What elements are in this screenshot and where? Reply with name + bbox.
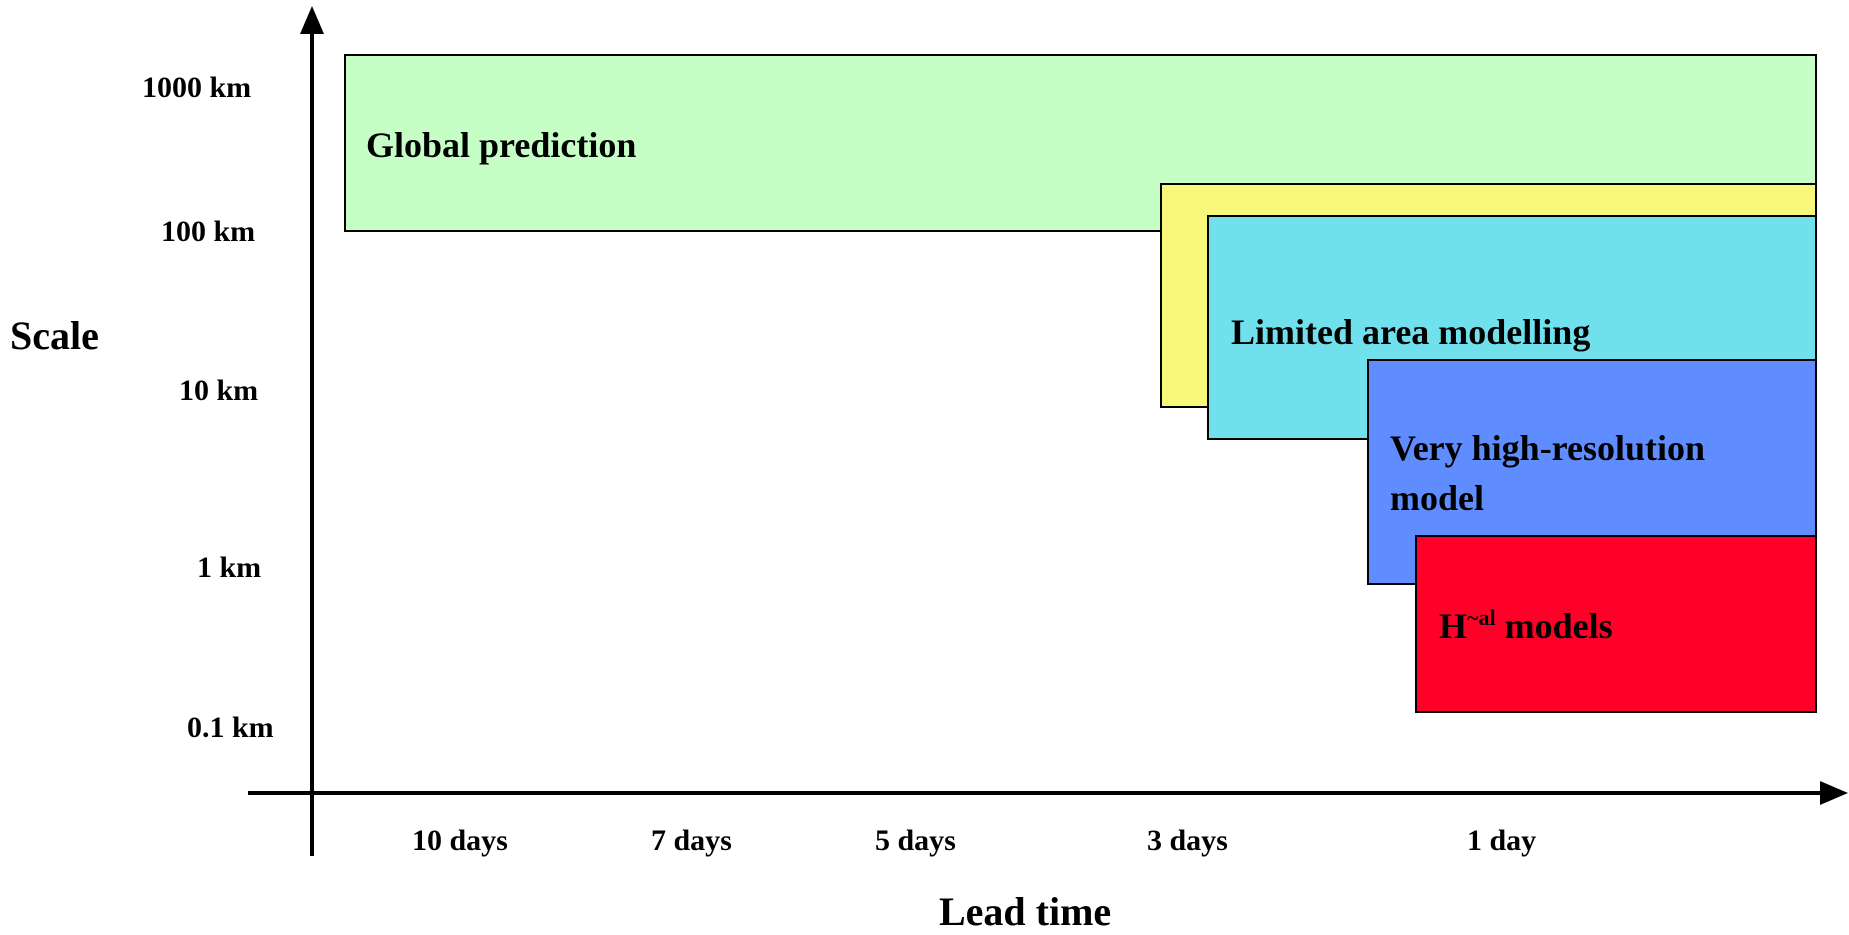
y-axis-title: Scale — [10, 313, 99, 358]
h-al-models-region: H~al models — [1415, 535, 1817, 713]
global-prediction-region: Global prediction — [344, 54, 1817, 232]
y-tick-label: 0.1 km — [187, 711, 274, 744]
global-prediction-label: Global prediction — [366, 125, 637, 165]
h-al-superscript: ~al — [1467, 605, 1496, 630]
very-high-resolution-label-line2: model — [1390, 478, 1484, 518]
limited-area-modelling-label: Limited area modelling — [1231, 312, 1591, 352]
y-tick-label: 1 km — [197, 551, 262, 584]
x-tick-label: 3 days — [1147, 824, 1228, 857]
x-tick-label: 1 day — [1467, 824, 1537, 857]
x-tick-label: 7 days — [651, 824, 732, 857]
y-axis-arrow — [300, 6, 324, 34]
x-tick-label: 10 days — [412, 824, 508, 857]
y-tick-label: 10 km — [179, 374, 259, 407]
h-al-prefix: H — [1439, 606, 1468, 646]
x-axis-arrow — [1820, 781, 1848, 805]
y-tick-label: 1000 km — [142, 71, 252, 104]
x-tick-label: 5 days — [875, 824, 956, 857]
very-high-resolution-label-line1: Very high-resolution — [1390, 428, 1706, 468]
h-al-suffix: models — [1495, 606, 1613, 646]
y-tick-label: 100 km — [161, 215, 256, 248]
h-al-models-label: H~al models — [1439, 601, 1613, 651]
x-axis-title: Lead time — [939, 889, 1112, 934]
